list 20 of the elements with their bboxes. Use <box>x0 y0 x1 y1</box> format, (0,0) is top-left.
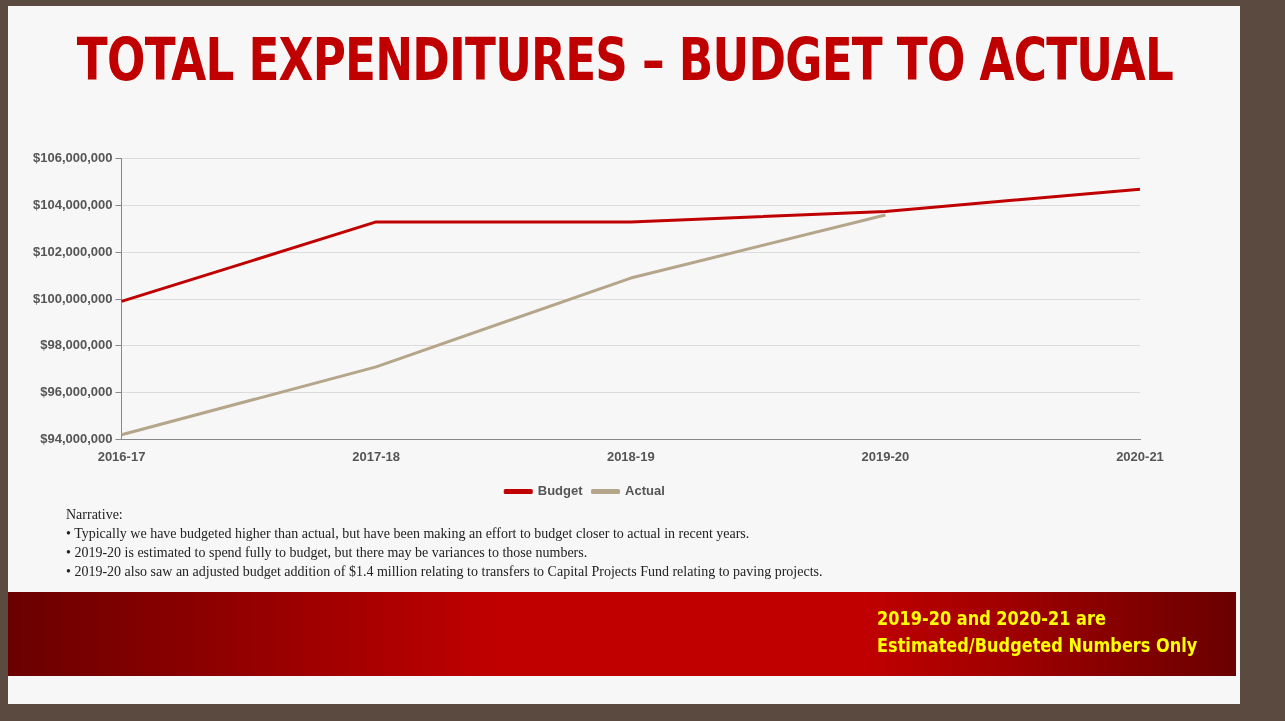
text: Narrative: <box>66 506 124 524</box>
text: • 2019-20 also saw an adjusted budget addition of $1.4 million relating to transfers to Capital Projects Fund relating to paving projects. <box>66 563 823 581</box>
y-tick-label: $96,000,000 <box>40 384 113 400</box>
chart-title: TOTAL EXPENDITURES – BUDGET TO ACTUAL <box>76 26 1174 94</box>
y-tick-label: $98,000,000 <box>40 337 113 353</box>
x-tick-label: 2016-17 <box>97 448 146 464</box>
x-tick-label: 2019-20 <box>861 448 910 464</box>
y-tick-label: $106,000,000 <box>32 150 113 166</box>
y-tick-label: $94,000,000 <box>40 430 113 446</box>
text: 2019-20 and 2020-21 are Estimated/Budgeted Numbers Only <box>877 606 1199 658</box>
x-tick-label: 2020-21 <box>1116 448 1164 464</box>
y-tick-label: $102,000,000 <box>32 243 113 259</box>
x-tick-label: 2017-18 <box>352 448 400 464</box>
y-tick-label: $104,000,000 <box>32 197 113 213</box>
y-tick-label: $100,000,000 <box>32 290 113 306</box>
text: • Typically we have budgeted higher than actual, but have been making an effort to budget closer to actual in recent years. <box>66 525 751 543</box>
legend-label: Actual <box>625 483 665 499</box>
x-tick-label: 2018-19 <box>606 448 655 464</box>
legend-label: Budget <box>537 483 584 499</box>
text: • 2019-20 is estimated to spend fully to budget, but there may be variances to those numbers. <box>66 544 589 562</box>
